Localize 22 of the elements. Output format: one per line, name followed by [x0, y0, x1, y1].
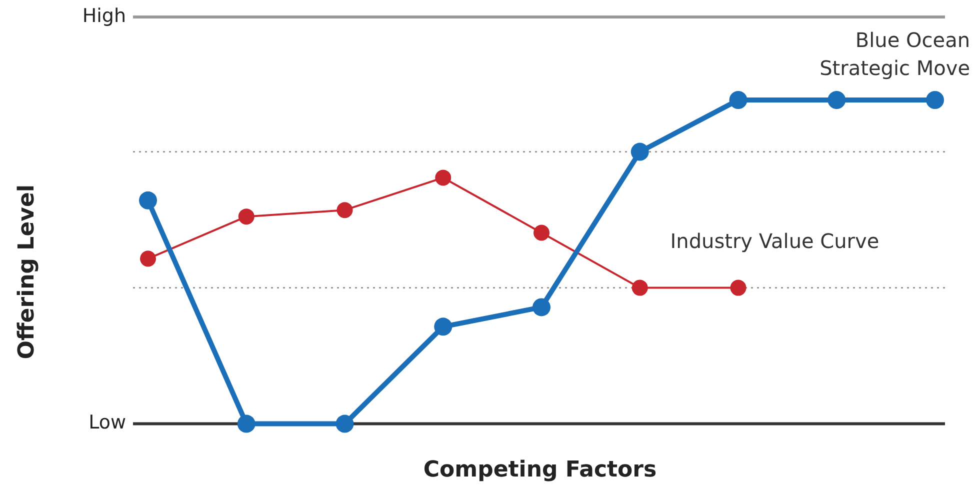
point [532, 298, 550, 316]
y-axis-title: Offering Level [14, 184, 40, 360]
point [140, 250, 156, 267]
point [729, 91, 748, 109]
text: Low [88, 412, 126, 434]
text: High [82, 4, 126, 27]
point [336, 202, 353, 218]
point [139, 191, 157, 210]
point [534, 224, 550, 241]
series-label: Industry Value Curve [670, 229, 880, 254]
point [630, 142, 649, 161]
point [435, 170, 452, 186]
series-label: Blue Ocean Strategic Move [820, 28, 970, 80]
x-axis-title: Competing Factors [423, 458, 657, 483]
point [926, 91, 944, 109]
point [238, 208, 254, 225]
point [828, 91, 846, 109]
point [632, 280, 648, 296]
point [237, 414, 256, 433]
point [730, 280, 746, 296]
point [434, 318, 452, 336]
point [336, 414, 354, 433]
